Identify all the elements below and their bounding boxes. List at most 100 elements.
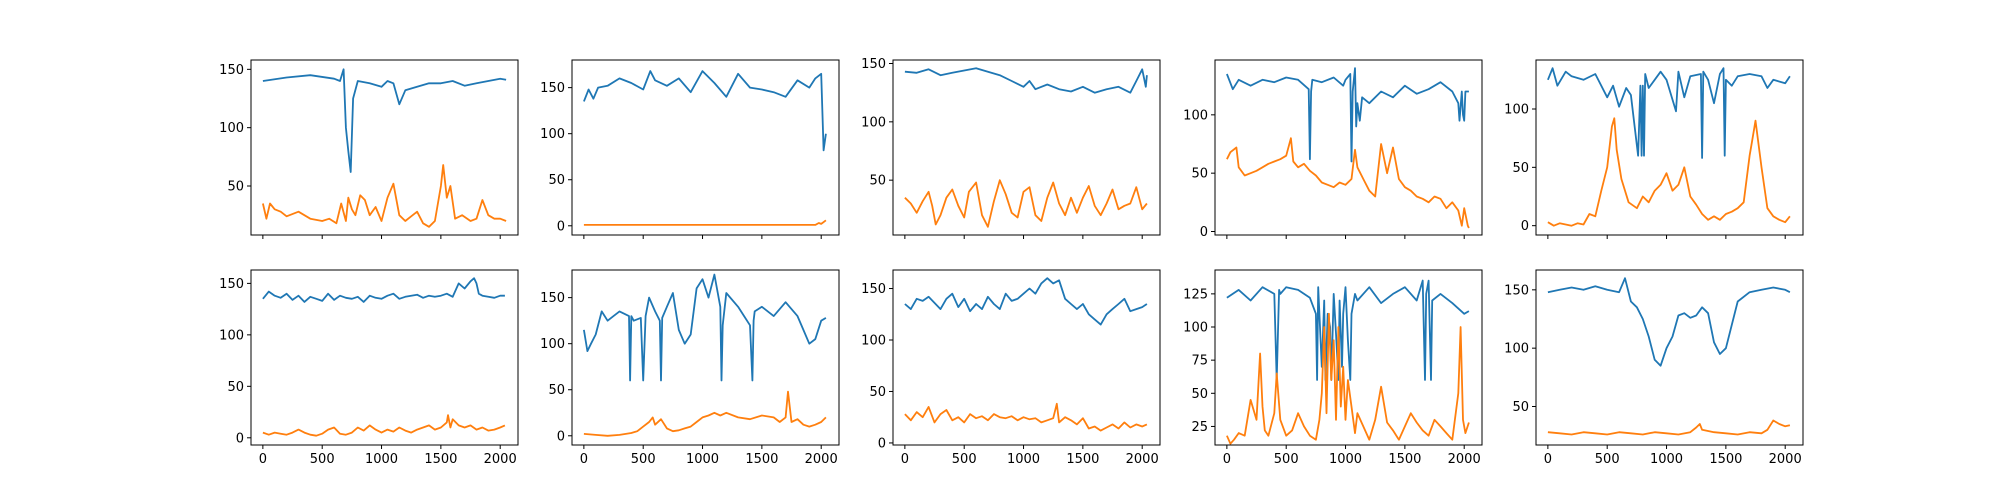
subplot-1: 50 100 150 [219, 59, 519, 239]
x-tick-label: 1500 [745, 452, 778, 467]
axes-frame [1535, 59, 1804, 236]
series-line-2 [1547, 419, 1791, 436]
x-tick-label: 500 [952, 452, 977, 467]
subplot-2: 0 50 100 150 [540, 59, 840, 239]
y-tick-label: 50 [1512, 400, 1529, 415]
x-tick-label: 2000 [484, 452, 517, 467]
y-tick-label: 50 [548, 383, 565, 398]
x-tick-label: 0 [1223, 452, 1231, 467]
y-tick-label: 0 [1521, 219, 1529, 234]
series-line-1 [1547, 67, 1791, 159]
y-tick-label: 100 [219, 328, 244, 343]
series-line-1 [904, 67, 1148, 94]
x-tick-label: 500 [1274, 452, 1299, 467]
x-tick-label: 1000 [1329, 452, 1362, 467]
y-tick-label: 100 [861, 334, 886, 349]
series-line-2 [1226, 312, 1470, 445]
x-tick-label: 1500 [1388, 452, 1421, 467]
y-tick-label: 150 [219, 63, 244, 78]
y-tick-label: 50 [548, 173, 565, 188]
subplot-3: 50 100 150 [861, 57, 1161, 239]
axes-frame [250, 269, 519, 446]
y-tick-label: 150 [1504, 283, 1529, 298]
y-tick-label: 100 [540, 127, 565, 142]
series-line-2 [904, 179, 1148, 228]
y-tick-label: 75 [1191, 354, 1208, 369]
x-tick-label: 0 [1544, 452, 1552, 467]
y-tick-label: 100 [219, 121, 244, 136]
x-tick-label: 500 [1595, 452, 1620, 467]
axes-frame [892, 269, 1161, 446]
x-tick-label: 1500 [1709, 452, 1742, 467]
axes-frame [571, 59, 840, 236]
series-line-1 [1226, 67, 1469, 163]
series-line-1 [583, 70, 827, 152]
series-line-1 [1547, 277, 1791, 367]
x-tick-label: 0 [259, 452, 267, 467]
y-tick-label: 25 [1191, 420, 1208, 435]
x-tick-label: 1500 [1066, 452, 1099, 467]
y-tick-label: 150 [861, 57, 886, 72]
series-line-2 [583, 390, 827, 437]
x-tick-label: 500 [631, 452, 656, 467]
y-tick-label: 150 [540, 291, 565, 306]
series-line-2 [583, 219, 827, 226]
axes-frame [571, 269, 840, 446]
y-tick-label: 50 [869, 174, 886, 189]
y-tick-label: 150 [219, 277, 244, 292]
x-tick-label: 1000 [1007, 452, 1040, 467]
series-line-2 [262, 164, 507, 228]
series-line-2 [1226, 137, 1470, 229]
x-tick-label: 1500 [424, 452, 457, 467]
subplot-4: 0 50 100 [1183, 59, 1483, 240]
x-tick-label: 500 [310, 452, 335, 467]
x-tick-label: 0 [580, 452, 588, 467]
y-tick-label: 0 [557, 219, 565, 234]
x-tick-label: 0 [901, 452, 909, 467]
series-line-1 [583, 273, 827, 382]
x-tick-label: 2000 [1769, 452, 1802, 467]
axes-frame [1535, 269, 1804, 446]
y-tick-label: 125 [1183, 287, 1208, 302]
axes-frame [1214, 269, 1483, 446]
x-tick-label: 1000 [1650, 452, 1683, 467]
y-tick-label: 100 [540, 337, 565, 352]
axes-frame [1214, 59, 1483, 236]
subplot-5: 0 50 100 [1504, 59, 1804, 239]
series-line-1 [262, 68, 507, 173]
y-tick-label: 50 [1512, 161, 1529, 176]
y-tick-label: 150 [540, 81, 565, 96]
series-line-1 [904, 277, 1148, 326]
y-tick-label: 50 [869, 385, 886, 400]
y-tick-label: 50 [227, 180, 244, 195]
y-tick-label: 100 [861, 115, 886, 130]
y-tick-label: 100 [1183, 321, 1208, 336]
y-tick-label: 100 [1504, 342, 1529, 357]
x-tick-label: 1000 [365, 452, 398, 467]
y-tick-label: 0 [236, 431, 244, 446]
series-line-2 [1547, 117, 1791, 227]
axes-frame [250, 59, 519, 236]
series-line-2 [262, 414, 506, 437]
axes-frame [892, 59, 1161, 236]
y-tick-label: 100 [1504, 103, 1529, 118]
y-tick-label: 50 [227, 380, 244, 395]
series-line-1 [1226, 279, 1470, 381]
y-tick-label: 0 [878, 436, 886, 451]
x-tick-label: 2000 [1126, 452, 1159, 467]
y-tick-label: 50 [1191, 387, 1208, 402]
y-tick-label: 0 [557, 429, 565, 444]
x-tick-label: 2000 [1448, 452, 1481, 467]
subplot-9: 25 50 75 100 125 0 500 1000 1500 2000 [1183, 269, 1483, 467]
series-line-2 [904, 402, 1148, 432]
x-tick-label: 1000 [686, 452, 719, 467]
y-tick-label: 100 [1183, 108, 1208, 123]
y-tick-label: 150 [861, 282, 886, 297]
x-tick-label: 2000 [805, 452, 838, 467]
y-tick-label: 0 [1200, 225, 1208, 240]
